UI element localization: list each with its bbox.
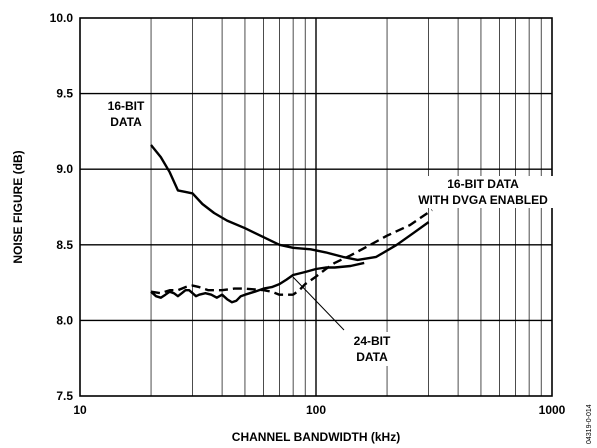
annotation-24bit-line1: 24-BIT <box>354 334 391 348</box>
annotation-16bit-line2: DATA <box>110 115 142 129</box>
y-tick-label: 10.0 <box>50 11 74 25</box>
y-tick-label: 8.0 <box>56 313 73 327</box>
y-axis-label: NOISE FIGURE (dB) <box>11 150 25 263</box>
figure-code: 04319-0-014 <box>586 404 593 444</box>
x-tick-label: 10 <box>73 403 87 417</box>
y-tick-label: 9.0 <box>56 162 73 176</box>
annotation-24bit-leader <box>292 276 345 331</box>
x-axis-label: CHANNEL BANDWIDTH (kHz) <box>232 430 400 444</box>
series-line-sdvga <box>150 209 433 296</box>
data-series <box>150 144 433 304</box>
y-tick-label: 7.5 <box>56 389 73 403</box>
annotation-24bit-background <box>344 332 400 366</box>
x-tick-label: 100 <box>306 403 326 417</box>
y-tick-label: 8.5 <box>56 238 73 252</box>
series-line-s24 <box>150 261 365 304</box>
x-tick-label: 1000 <box>539 403 566 417</box>
tick-labels: 7.5 8.0 8.5 9.0 9.5 10.0 10 100 1000 <box>50 11 566 417</box>
annotation-dvga-line2: WITH DVGA ENABLED <box>418 193 548 207</box>
annotation-dvga-background <box>412 176 554 208</box>
annotation-24bit-line2: DATA <box>356 350 388 364</box>
annotation-dvga-line1: 16-BIT DATA <box>447 177 519 191</box>
y-tick-label: 9.5 <box>56 87 73 101</box>
series-line-s16 <box>150 144 430 262</box>
annotation-16bit-line1: 16-BIT <box>108 99 145 113</box>
